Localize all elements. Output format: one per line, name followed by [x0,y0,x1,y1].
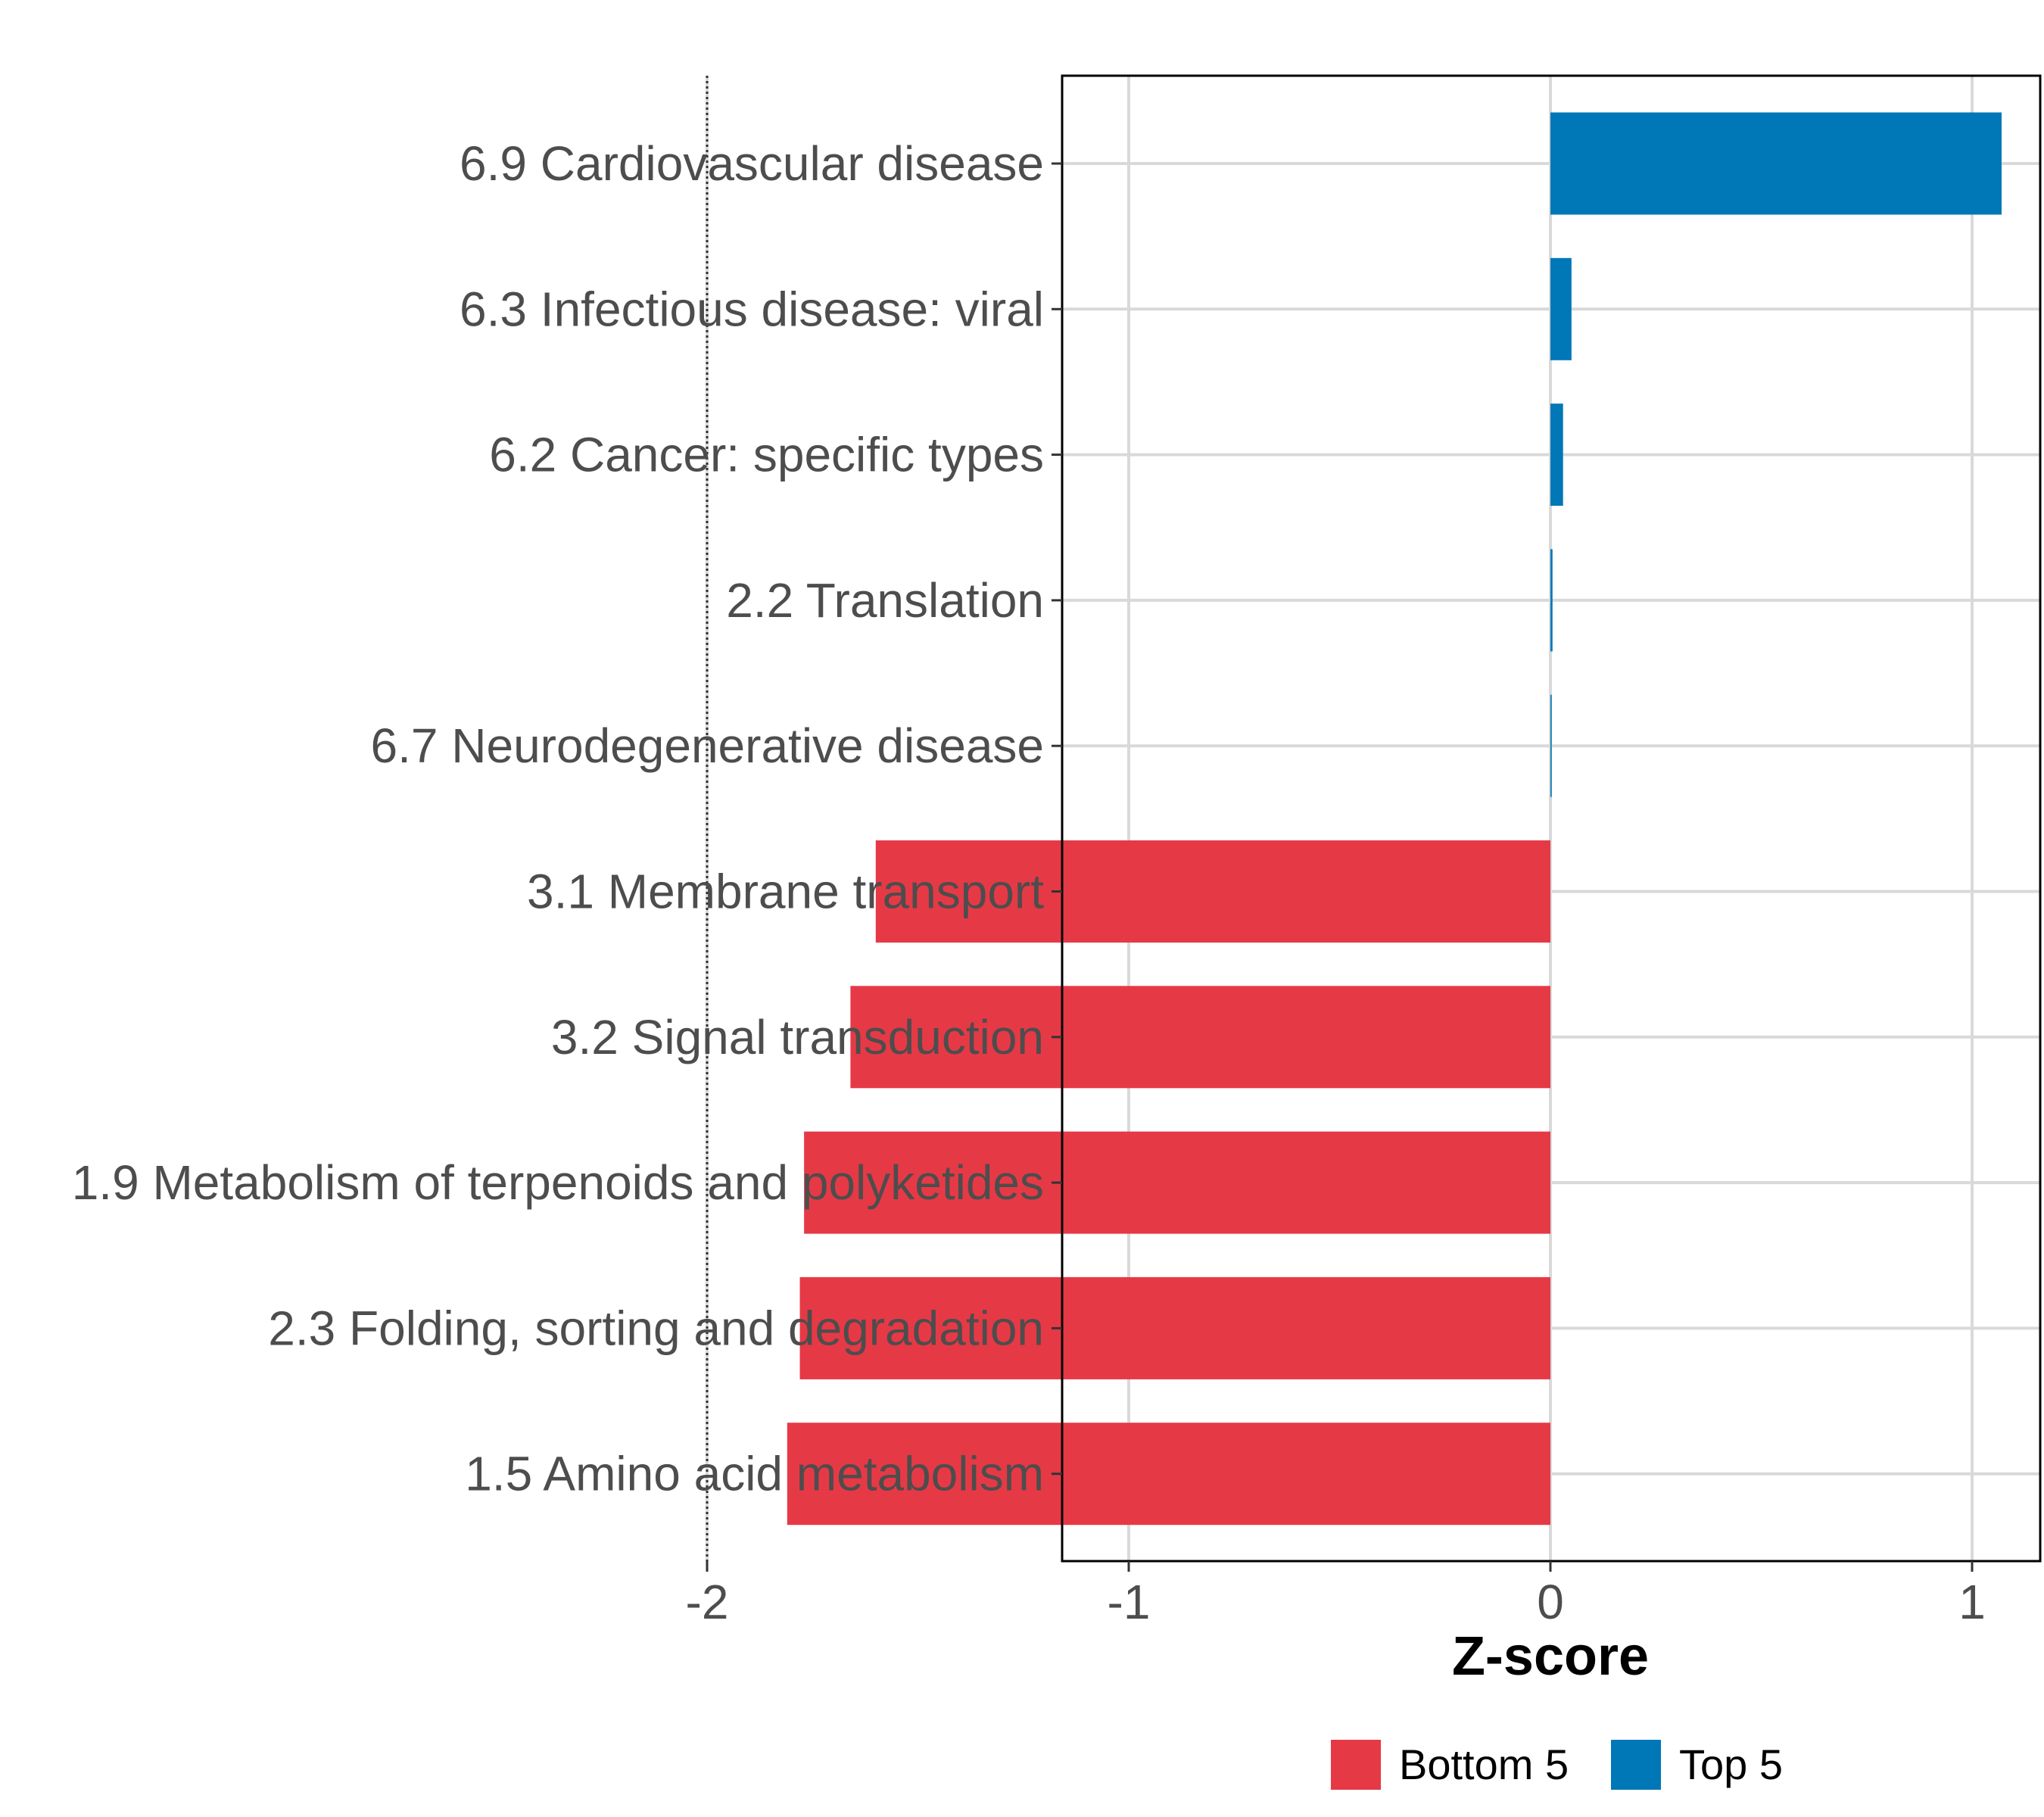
category-label: 3.2 Signal transduction [551,1010,1044,1064]
category-label: 6.3 Infectious disease: viral [460,282,1044,336]
category-label: 6.7 Neurodegenerative disease [371,718,1045,773]
category-label: 1.9 Metabolism of terpenoids and polyket… [72,1155,1044,1210]
bar [850,986,1550,1089]
x-tick-label: 0 [1537,1575,1564,1629]
x-axis: -2-1012 [686,1561,1986,1629]
bar [1550,549,1553,652]
bar [787,1423,1550,1526]
bars [787,112,2002,1526]
category-label: 1.5 Amino acid metabolism [465,1447,1044,1501]
x-axis-title: Z-score [1452,1626,1649,1687]
x-tick-label: -2 [686,1575,729,1629]
legend-label: Bottom 5 [1399,1741,1569,1788]
bar [1550,404,1563,506]
legend-key [1331,1740,1381,1790]
category-label: 3.1 Membrane transport [527,865,1044,919]
bar [875,840,1550,943]
bar [1550,694,1552,797]
category-label: 2.3 Folding, sorting and degradation [268,1301,1044,1355]
legend-label: Top 5 [1679,1741,1783,1788]
bar [804,1131,1550,1234]
category-label: 2.2 Translation [726,573,1044,628]
legend-key [1611,1740,1661,1790]
bar [1550,257,1572,360]
legend: Bottom 5 Top 5 [1331,1740,1783,1790]
x-tick-label: 1 [1958,1575,1986,1629]
category-label: 6.2 Cancer: specific types [489,428,1044,482]
y-axis: 6.9 Cardiovascular disease 6.3 Infectious… [72,136,1062,1501]
bar [799,1276,1550,1379]
reference-lines [706,76,709,1561]
x-tick-label: -1 [1108,1575,1151,1629]
bar [1550,112,2002,215]
category-label: 6.9 Cardiovascular disease [460,136,1044,191]
